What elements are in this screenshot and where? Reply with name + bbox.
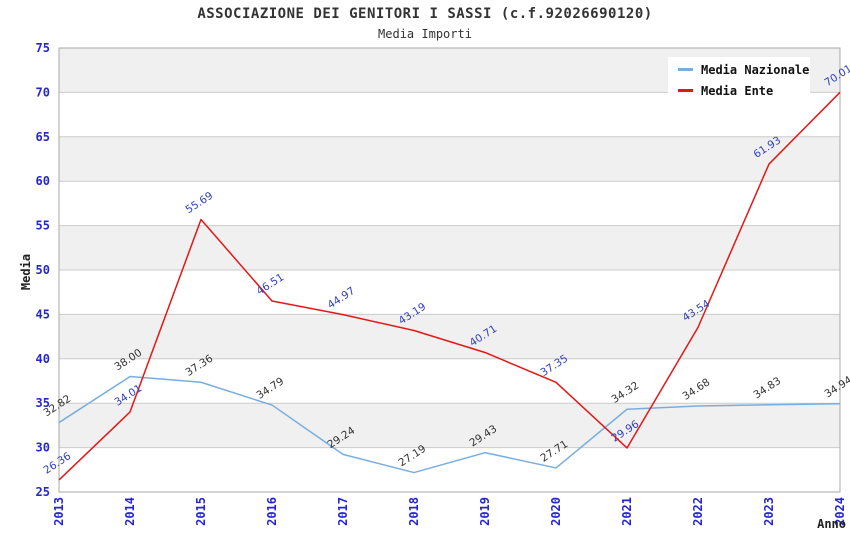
x-axis-title: Anno (817, 517, 846, 531)
data-label-media-ente: 44.97 (325, 285, 357, 311)
x-tick-label: 2014 (123, 497, 137, 526)
x-tick-label: 2016 (265, 497, 279, 526)
plot-band (59, 403, 840, 448)
x-tick-label: 2017 (336, 497, 350, 526)
y-tick-label: 25 (36, 485, 50, 499)
plot-band (59, 225, 840, 270)
plot-band (59, 136, 840, 182)
data-label-media-ente: 46.51 (254, 271, 286, 297)
y-tick-label: 35 (36, 396, 50, 410)
plot-border (58, 47, 841, 493)
data-label-media-nazionale: 34.79 (254, 375, 286, 401)
x-tick-label: 2020 (549, 497, 563, 526)
y-tick-label: 70 (36, 85, 50, 99)
chart-title: ASSOCIAZIONE DEI GENITORI I SASSI (c.f.9… (197, 6, 653, 22)
legend-item-media-nazionale: Media Nazionale (668, 63, 810, 77)
x-tick-label: 2019 (478, 497, 492, 526)
data-label-media-ente: 55.69 (183, 190, 215, 216)
x-tick-label: 2021 (620, 497, 634, 526)
x-tick-label: 2013 (52, 497, 66, 526)
legend: Media Nazionale Media Ente (668, 57, 810, 103)
series-line-media-nazionale (58, 375, 841, 474)
x-tick-label: 2022 (691, 497, 705, 526)
y-axis-title: Media (19, 254, 33, 290)
y-tick-label: 75 (36, 41, 50, 55)
legend-item-media-ente: Media Ente (668, 84, 810, 98)
y-tick-label: 40 (36, 352, 50, 366)
chart-subtitle: Media Importi (378, 27, 472, 41)
legend-label: Media Ente (701, 83, 774, 98)
y-tick-label: 60 (36, 174, 50, 188)
data-label-media-nazionale: 34.83 (751, 375, 783, 401)
plot-band (59, 314, 840, 359)
y-tick-label: 65 (36, 130, 50, 144)
y-tick-label: 55 (36, 219, 50, 233)
x-tick-label: 2023 (762, 497, 776, 526)
data-label-media-nazionale: 34.68 (680, 376, 712, 402)
y-tick-label: 30 (36, 441, 50, 455)
legend-swatch-media-nazionale (678, 68, 693, 71)
x-tick-label: 2015 (194, 497, 208, 526)
y-tick-label: 45 (36, 307, 50, 321)
x-tick-label: 2018 (407, 497, 421, 526)
y-tick-label: 50 (36, 263, 50, 277)
data-label-media-nazionale: 34.94 (822, 374, 850, 401)
data-label-media-nazionale: 34.32 (609, 380, 641, 406)
series-line-media-ente (58, 91, 841, 481)
legend-swatch-media-ente (678, 89, 693, 92)
legend-label: Media Nazionale (701, 62, 810, 77)
x-tick-label: 2024 (833, 497, 847, 526)
